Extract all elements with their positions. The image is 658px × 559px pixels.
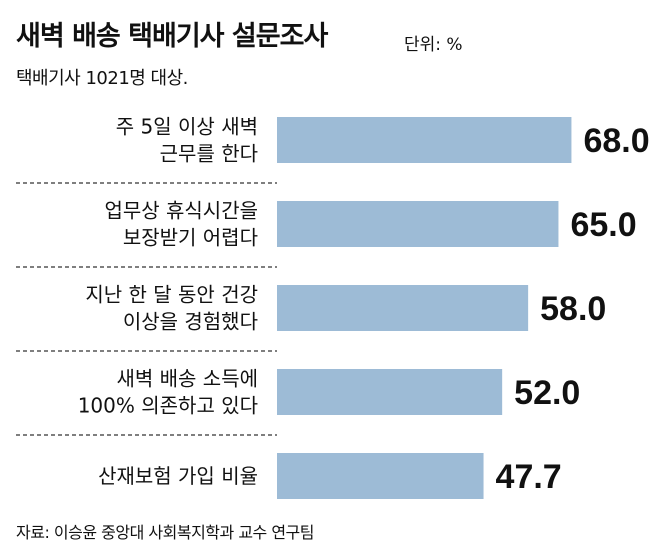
chart-title: 새벽 배송 택배기사 설문조사 bbox=[16, 14, 328, 53]
category-label: 산재보험 가입 비율 bbox=[98, 464, 258, 488]
title-text: 새벽 배송 택배기사 설문조사 bbox=[16, 21, 328, 52]
category-label-line: 업무상 휴식시간을 bbox=[104, 199, 258, 223]
value-label: 65.0 bbox=[570, 206, 636, 244]
category-label-line: 주 5일 이상 새벽 bbox=[116, 115, 258, 139]
value-label: 52.0 bbox=[514, 374, 580, 412]
chart-subtitle: 택배기사 1021명 대상. bbox=[16, 68, 188, 89]
category-label: 새벽 배송 소득에 100% 의존하고 있다 bbox=[78, 367, 258, 418]
unit-label: 단위: % bbox=[404, 35, 463, 55]
source-note: 자료: 이승윤 중앙대 사회복지학과 교수 연구팀 bbox=[16, 523, 315, 542]
bar bbox=[277, 369, 503, 415]
value-label: 68.0 bbox=[583, 122, 649, 160]
category-label-line: 산재보험 가입 비율 bbox=[98, 464, 258, 488]
value-label: 47.7 bbox=[496, 458, 562, 496]
bar bbox=[277, 285, 529, 331]
bar bbox=[277, 201, 559, 247]
value-label: 58.0 bbox=[540, 290, 606, 328]
bar bbox=[277, 117, 572, 163]
category-label-line: 보장받기 어렵다 bbox=[123, 226, 258, 250]
category-label-line: 근무를 한다 bbox=[160, 142, 258, 166]
bar bbox=[277, 453, 484, 499]
category-label-line: 100% 의존하고 있다 bbox=[78, 394, 258, 418]
category-label-line: 지난 한 달 동안 건강 bbox=[85, 283, 258, 307]
category-label-line: 새벽 배송 소득에 bbox=[116, 367, 258, 391]
category-label-line: 이상을 경험했다 bbox=[123, 310, 258, 334]
